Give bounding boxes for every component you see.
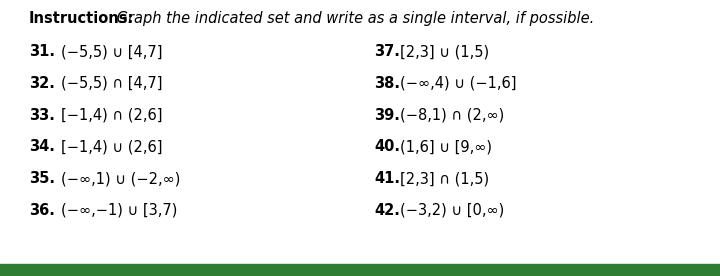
Text: Graph the indicated set and write as a single interval, if possible.: Graph the indicated set and write as a s… <box>112 11 594 26</box>
Text: (−∞,4) ∪ (−1,6]: (−∞,4) ∪ (−1,6] <box>400 76 516 91</box>
Text: [2,3] ∩ (1,5): [2,3] ∩ (1,5) <box>400 171 489 186</box>
FancyBboxPatch shape <box>0 264 720 276</box>
Text: 38.: 38. <box>374 76 400 91</box>
Text: 41.: 41. <box>374 171 400 186</box>
Text: 33.: 33. <box>29 108 55 123</box>
Text: [−1,4) ∪ (2,6]: [−1,4) ∪ (2,6] <box>61 139 163 154</box>
Text: (−5,5) ∪ [4,7]: (−5,5) ∪ [4,7] <box>61 44 163 59</box>
Text: [−1,4) ∩ (2,6]: [−1,4) ∩ (2,6] <box>61 108 163 123</box>
Text: [2,3] ∪ (1,5): [2,3] ∪ (1,5) <box>400 44 489 59</box>
Text: (−8,1) ∩ (2,∞): (−8,1) ∩ (2,∞) <box>400 108 504 123</box>
Text: 34.: 34. <box>29 139 55 154</box>
Text: (−5,5) ∩ [4,7]: (−5,5) ∩ [4,7] <box>61 76 163 91</box>
Text: (−∞,−1) ∪ [3,7): (−∞,−1) ∪ [3,7) <box>61 203 178 218</box>
Text: (−3,2) ∪ [0,∞): (−3,2) ∪ [0,∞) <box>400 203 504 218</box>
Text: 36.: 36. <box>29 203 55 218</box>
Text: Instructions:: Instructions: <box>29 11 134 26</box>
Text: 39.: 39. <box>374 108 400 123</box>
Text: (−∞,1) ∪ (−2,∞): (−∞,1) ∪ (−2,∞) <box>61 171 181 186</box>
Text: 37.: 37. <box>374 44 400 59</box>
Text: 42.: 42. <box>374 203 400 218</box>
Text: 35.: 35. <box>29 171 55 186</box>
Text: 31.: 31. <box>29 44 55 59</box>
Text: 40.: 40. <box>374 139 400 154</box>
Text: 32.: 32. <box>29 76 55 91</box>
Text: (1,6] ∪ [9,∞): (1,6] ∪ [9,∞) <box>400 139 492 154</box>
